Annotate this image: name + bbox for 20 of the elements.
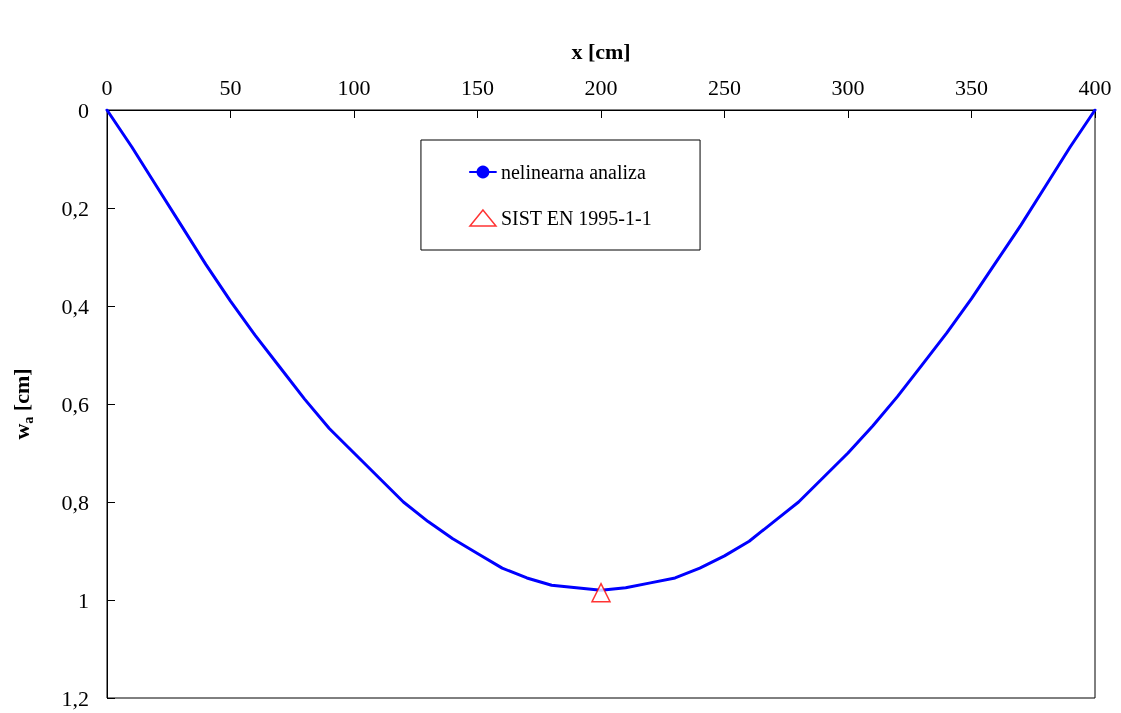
x-tick-label: 100 [337,74,371,100]
x-tick-label: 300 [831,74,865,100]
y-tick-label: 1,2 [61,685,89,711]
y-tick-label: 0,8 [61,489,89,515]
x-tick-label: 400 [1078,74,1112,100]
x-tick-label: 250 [708,74,741,100]
x-tick-label: 350 [955,74,988,100]
y-tick-label: 0,4 [61,293,89,319]
x-tick-label: 0 [101,74,113,100]
x-axis-title: x [cm] [571,38,631,64]
legend-label: SIST EN 1995-1-1 [500,207,652,229]
y-tick-label: 0,2 [61,195,89,221]
y-tick-label: 0,6 [61,391,89,417]
y-axis-title: wa [cm] [8,368,36,440]
x-tick-label: 150 [461,74,494,100]
y-tick-label: 1 [78,587,89,613]
x-tick-label: 50 [219,74,242,100]
y-tick-label: 0 [78,97,89,123]
legend-label: nelinearna analiza [500,161,646,183]
x-tick-label: 200 [584,74,618,100]
